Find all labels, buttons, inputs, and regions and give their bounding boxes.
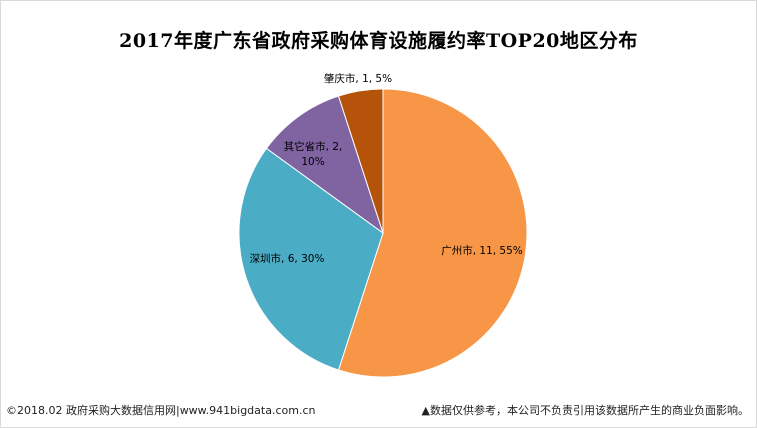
footer-copyright: ©2018.02 政府采购大数据信用网|www.941bigdata.com.c…	[6, 404, 316, 417]
slice-label-guangzhou: 广州市, 11, 55%	[441, 244, 523, 257]
slice-label-other-line1: 其它省市, 2,	[284, 140, 343, 153]
slice-shenzhen	[238, 147, 384, 371]
slice-label-zhaoqing: 肇庆市, 1, 5%	[324, 72, 392, 85]
slice-zhaoqing	[337, 88, 384, 234]
footer-disclaimer: ▲数据仅供参考，本公司不负责引用该数据所产生的商业负面影响。	[421, 404, 749, 417]
slice-other	[265, 95, 384, 235]
slice-label-other-line2: 10%	[301, 156, 324, 168]
chart-title: 2017年度广东省政府采购体育设施履约率TOP20地区分布	[119, 30, 638, 52]
slice-label-shenzhen: 深圳市, 6, 30%	[250, 252, 325, 265]
slice-guangzhou	[337, 88, 528, 378]
